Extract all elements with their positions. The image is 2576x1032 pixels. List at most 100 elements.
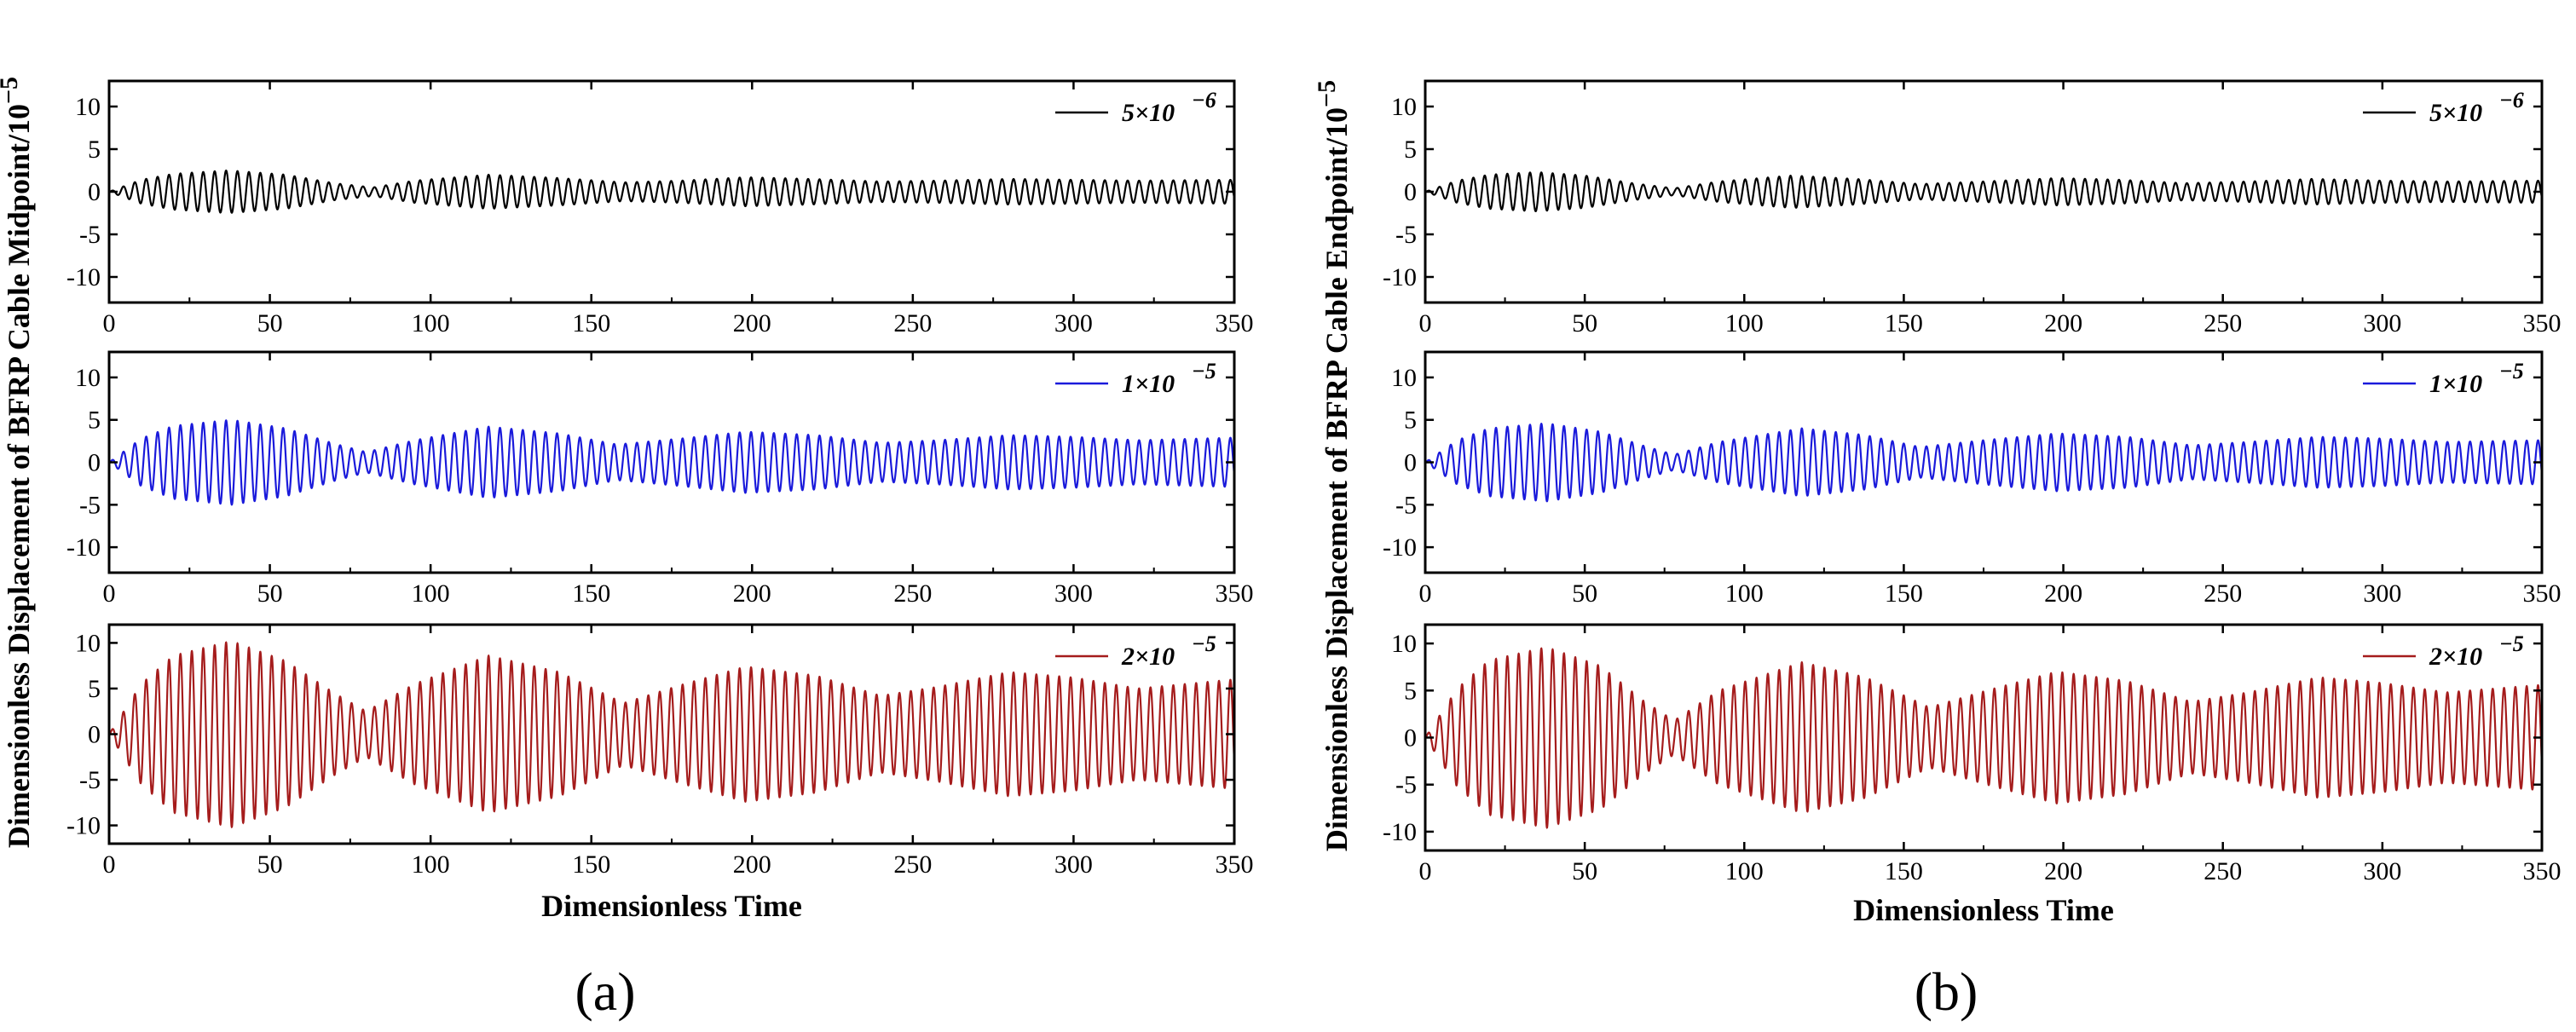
figure-caption: (a)	[575, 961, 635, 1022]
x-tick-label: 200	[733, 309, 771, 337]
legend-label: 5×10	[2429, 99, 2482, 127]
panel-frame	[1424, 79, 2544, 304]
x-tick-label: 150	[1885, 579, 1923, 608]
y-tick-label: 0	[1404, 178, 1417, 206]
panel-frame	[107, 79, 1236, 304]
x-tick-label: 150	[572, 579, 610, 608]
legend-exponent: −5	[1192, 631, 1216, 656]
y-tick-label: -5	[79, 221, 101, 249]
y-tick-label: 0	[88, 721, 101, 749]
x-tick-label: 350	[1216, 850, 1254, 879]
y-tick-label: 5	[1404, 677, 1417, 705]
x-tick-label: 50	[1572, 309, 1597, 337]
y-tick-label: 10	[1391, 93, 1417, 121]
x-tick-label: 50	[1572, 579, 1597, 608]
x-tick-label: 0	[1419, 857, 1432, 885]
x-tick-label: 200	[2044, 309, 2082, 337]
y-tick-label: 0	[88, 449, 101, 477]
x-tick-label: 100	[1725, 309, 1764, 337]
x-tick-label: 250	[893, 850, 932, 879]
y-tick-label: 10	[1391, 630, 1417, 658]
x-tick-label: 300	[2363, 579, 2401, 608]
x-tick-label: 50	[1572, 857, 1597, 885]
series-line	[109, 170, 1234, 214]
panel-frame	[1424, 350, 2544, 574]
panel-frame	[1424, 623, 2544, 852]
legend-exponent: −5	[2499, 359, 2524, 383]
y-tick-label: 10	[1391, 364, 1417, 392]
x-tick-label: 300	[2363, 857, 2401, 885]
x-tick-label: 300	[1054, 309, 1093, 337]
y-tick-label: -10	[66, 812, 101, 840]
x-tick-label: 250	[2203, 857, 2242, 885]
x-tick-label: 150	[572, 309, 610, 337]
y-tick-label: -5	[1395, 491, 1417, 519]
figure-caption: (b)	[1915, 961, 1978, 1022]
legend-label: 5×10	[1122, 99, 1175, 127]
y-tick-label: -10	[66, 533, 101, 562]
x-tick-label: 150	[1885, 857, 1923, 885]
x-tick-label: 0	[103, 850, 116, 879]
y-tick-label: 5	[1404, 135, 1417, 164]
x-tick-label: 150	[572, 850, 610, 879]
y-tick-label: 5	[88, 135, 101, 164]
x-tick-label: 350	[1216, 309, 1254, 337]
x-tick-label: 200	[733, 579, 771, 608]
x-tick-label: 200	[2044, 857, 2082, 885]
y-tick-label: 5	[1404, 406, 1417, 435]
y-tick-label: -5	[79, 766, 101, 794]
series-line	[109, 419, 1234, 506]
x-tick-label: 100	[412, 579, 450, 608]
x-tick-label: 250	[2203, 309, 2242, 337]
x-tick-label: 100	[412, 850, 450, 879]
y-tick-label: -5	[79, 491, 101, 519]
legend-label: 2×10	[2429, 643, 2482, 671]
y-tick-label: 10	[75, 93, 101, 121]
x-axis-title: Dimensionless Time	[1853, 893, 2114, 927]
legend-label: 2×10	[1121, 643, 1175, 671]
y-tick-label: 10	[75, 629, 101, 657]
y-tick-label: 5	[88, 675, 101, 703]
x-tick-label: 350	[1216, 579, 1254, 608]
x-tick-label: 50	[257, 579, 283, 608]
legend-exponent: −5	[2499, 631, 2524, 656]
x-tick-label: 100	[412, 309, 450, 337]
x-tick-label: 0	[103, 579, 116, 608]
x-tick-label: 200	[2044, 579, 2082, 608]
x-tick-label: 100	[1725, 579, 1764, 608]
x-tick-label: 250	[2203, 579, 2242, 608]
legend-label: 1×10	[2429, 370, 2482, 398]
legend-exponent: −6	[2499, 88, 2524, 112]
x-tick-label: 300	[2363, 309, 2401, 337]
x-axis-title: Dimensionless Time	[541, 889, 802, 923]
y-tick-label: 5	[88, 406, 101, 435]
y-tick-label: -5	[1395, 221, 1417, 249]
y-tick-label: -10	[1383, 263, 1417, 291]
y-axis-title-text: Dimensionless Displacement of BFRP Cable…	[2, 104, 36, 848]
y-tick-label: 0	[88, 178, 101, 206]
x-tick-label: 300	[1054, 850, 1093, 879]
series-line	[1425, 423, 2542, 503]
x-tick-label: 0	[103, 309, 116, 337]
y-tick-label: 0	[1404, 724, 1417, 752]
x-tick-label: 100	[1725, 857, 1764, 885]
y-tick-label: 10	[75, 364, 101, 392]
series-line	[1425, 647, 2542, 829]
y-tick-label: -10	[1383, 533, 1417, 562]
y-axis-title-exponent: −5	[1313, 80, 1341, 107]
y-tick-label: 0	[1404, 449, 1417, 477]
y-axis-title: Dimensionless Displacement of BFRP Cable…	[0, 77, 36, 848]
y-tick-label: -10	[1383, 818, 1417, 846]
x-tick-label: 200	[733, 850, 771, 879]
x-tick-label: 0	[1419, 579, 1432, 608]
series-line	[1425, 171, 2542, 213]
y-axis-title-exponent: −5	[0, 77, 23, 104]
legend-label: 1×10	[1122, 370, 1175, 398]
